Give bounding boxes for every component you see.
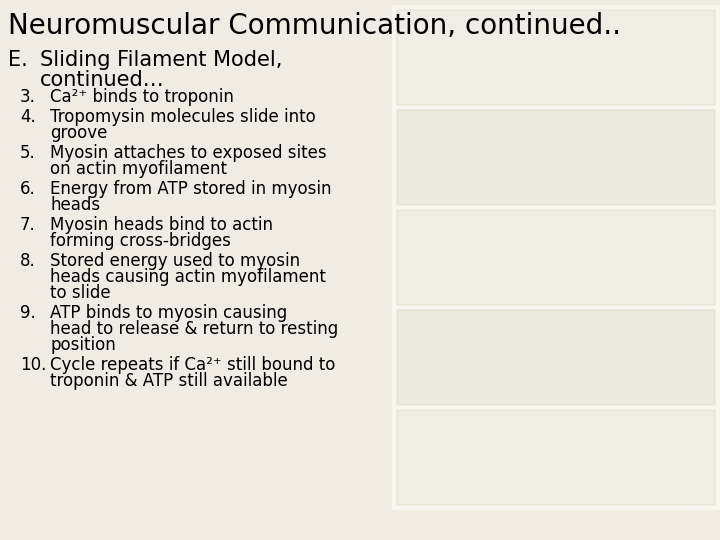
Text: Sliding Filament Model,: Sliding Filament Model, <box>40 50 282 70</box>
Bar <box>397 410 715 505</box>
Text: heads causing actin myofilament: heads causing actin myofilament <box>50 268 326 286</box>
Text: 7.: 7. <box>20 216 36 234</box>
Bar <box>392 5 720 510</box>
Text: Myosin heads bind to actin: Myosin heads bind to actin <box>50 216 273 234</box>
Text: troponin & ATP still available: troponin & ATP still available <box>50 372 288 390</box>
Text: Tropomysin molecules slide into: Tropomysin molecules slide into <box>50 108 316 126</box>
Text: Stored energy used to myosin: Stored energy used to myosin <box>50 252 300 270</box>
Text: Energy from ATP stored in myosin: Energy from ATP stored in myosin <box>50 180 331 198</box>
Bar <box>397 110 715 205</box>
Text: position: position <box>50 336 116 354</box>
Text: Ca²⁺ binds to troponin: Ca²⁺ binds to troponin <box>50 88 234 106</box>
Text: continued…: continued… <box>40 70 165 90</box>
Text: 10.: 10. <box>20 356 46 374</box>
Text: head to release & return to resting: head to release & return to resting <box>50 320 338 338</box>
Text: 9.: 9. <box>20 304 36 322</box>
Text: 3.: 3. <box>20 88 36 106</box>
Text: ATP binds to myosin causing: ATP binds to myosin causing <box>50 304 287 322</box>
Text: heads: heads <box>50 196 100 214</box>
Text: E.: E. <box>8 50 28 70</box>
Text: groove: groove <box>50 124 107 142</box>
Bar <box>397 210 715 305</box>
Text: on actin myofilament: on actin myofilament <box>50 160 227 178</box>
Text: 5.: 5. <box>20 144 36 162</box>
Bar <box>397 310 715 405</box>
Text: 6.: 6. <box>20 180 36 198</box>
Text: forming cross-bridges: forming cross-bridges <box>50 232 231 250</box>
Text: 4.: 4. <box>20 108 36 126</box>
Text: 8.: 8. <box>20 252 36 270</box>
Text: Cycle repeats if Ca²⁺ still bound to: Cycle repeats if Ca²⁺ still bound to <box>50 356 336 374</box>
Text: Neuromuscular Communication, continued..: Neuromuscular Communication, continued.. <box>8 12 621 40</box>
Bar <box>397 10 715 105</box>
Text: to slide: to slide <box>50 284 111 302</box>
Text: Myosin attaches to exposed sites: Myosin attaches to exposed sites <box>50 144 327 162</box>
